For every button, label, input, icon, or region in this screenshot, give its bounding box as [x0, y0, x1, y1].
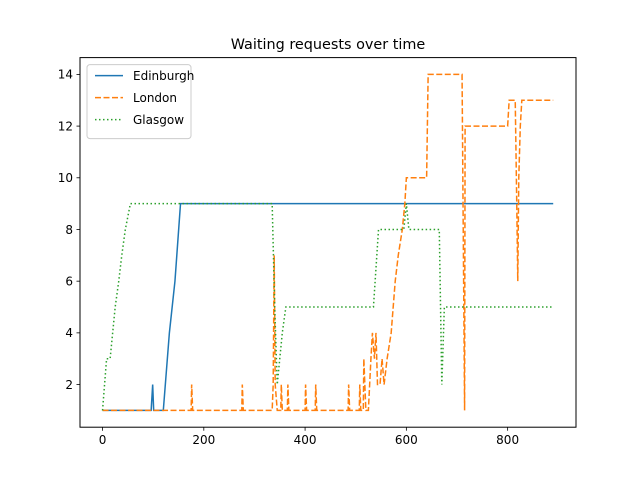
y-tick-label: 6 [65, 274, 73, 288]
chart-title: Waiting requests over time [231, 37, 426, 53]
y-tick-label: 2 [65, 378, 73, 392]
series-line-london [102, 73, 554, 412]
series-line-edinburgh [102, 202, 554, 412]
legend: Edinburgh London Glasgow [86, 64, 194, 140]
x-tick-label: 0 [99, 433, 107, 447]
x-tick-label: 800 [496, 433, 519, 447]
legend-box [86, 64, 192, 140]
legend-label: Edinburgh [133, 69, 194, 83]
y-tick-label: 8 [65, 223, 73, 237]
legend-label: London [133, 91, 177, 105]
x-tick-label: 400 [294, 433, 317, 447]
y-tick-label: 14 [58, 68, 73, 82]
x-tick-label: 600 [395, 433, 418, 447]
plot-frame [79, 57, 577, 428]
legend-label: Glasgow [133, 113, 184, 127]
series-line-glasgow [101, 202, 554, 411]
y-tick-label: 4 [65, 326, 73, 340]
x-tick-label: 200 [192, 433, 215, 447]
y-tick-label: 10 [58, 171, 73, 185]
y-tick-label: 12 [58, 119, 73, 133]
